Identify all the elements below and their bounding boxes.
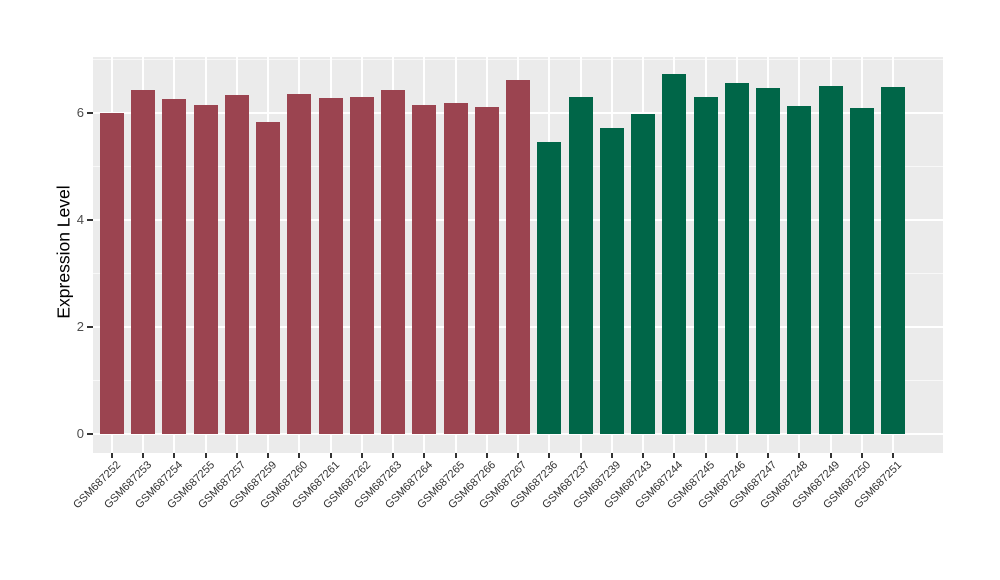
y-tick-mark-4 xyxy=(87,218,93,221)
y-tick-mark-0 xyxy=(87,433,93,435)
bar-GSM687239 xyxy=(599,128,624,434)
x-tick-mark-GSM687239 xyxy=(610,453,613,458)
x-tick-mark-GSM687247 xyxy=(767,453,769,458)
bar-GSM687261 xyxy=(318,98,343,434)
x-tick-mark-GSM687243 xyxy=(642,453,644,458)
bar-GSM687243 xyxy=(631,113,655,434)
x-tick-mark-GSM687261 xyxy=(329,453,332,458)
y-tick-label-6: 6 xyxy=(76,104,84,120)
plot-panel xyxy=(93,57,943,453)
x-tick-mark-GSM687259 xyxy=(267,453,269,458)
bar-GSM687262 xyxy=(349,96,374,434)
bar-GSM687248 xyxy=(787,106,812,434)
bar-GSM687249 xyxy=(818,85,843,434)
x-tick-mark-GSM687250 xyxy=(860,453,863,458)
bar-GSM687254 xyxy=(162,98,187,434)
x-tick-mark-GSM687236 xyxy=(548,453,551,458)
x-tick-mark-GSM687253 xyxy=(142,453,144,458)
bar-GSM687237 xyxy=(568,96,593,434)
bar-GSM687247 xyxy=(756,87,780,434)
x-tick-mark-GSM687248 xyxy=(798,453,801,458)
bar-GSM687257 xyxy=(224,95,249,434)
y-tick-label-0: 0 xyxy=(76,426,84,441)
x-tick-mark-GSM687255 xyxy=(204,453,207,458)
y-axis-title: Expression Level xyxy=(53,185,74,319)
bar-GSM687265 xyxy=(443,102,468,434)
bar-GSM687266 xyxy=(474,106,499,434)
x-tick-mark-GSM687260 xyxy=(298,453,301,458)
x-tick-mark-GSM687264 xyxy=(423,453,426,458)
x-tick-mark-GSM687262 xyxy=(360,453,363,458)
x-tick-mark-GSM687254 xyxy=(173,453,176,458)
x-tick-mark-GSM687257 xyxy=(235,453,238,458)
bar-GSM687236 xyxy=(537,141,562,434)
x-tick-mark-GSM687245 xyxy=(704,453,707,458)
bar-GSM687264 xyxy=(412,105,437,434)
y-tick-mark-2 xyxy=(87,325,93,328)
y-tick-label-2: 2 xyxy=(76,318,84,334)
x-tick-mark-GSM687252 xyxy=(110,453,113,458)
bar-GSM687246 xyxy=(724,83,749,434)
x-tick-mark-GSM687266 xyxy=(485,453,488,458)
x-tick-mark-GSM687263 xyxy=(392,453,394,458)
bar-GSM687255 xyxy=(193,104,218,434)
x-tick-mark-GSM687246 xyxy=(735,453,738,458)
x-tick-mark-GSM687249 xyxy=(829,453,832,458)
bar-GSM687259 xyxy=(256,122,280,434)
x-tick-mark-GSM687265 xyxy=(454,453,457,458)
bar-GSM687252 xyxy=(99,112,124,434)
bar-GSM687251 xyxy=(881,86,905,434)
x-tick-mark-GSM687251 xyxy=(892,453,894,458)
x-tick-mark-GSM687237 xyxy=(579,453,582,458)
bar-GSM687253 xyxy=(131,90,155,434)
bar-GSM687260 xyxy=(287,94,312,434)
x-tick-mark-GSM687244 xyxy=(673,453,676,458)
bar-GSM687267 xyxy=(506,80,530,434)
bar-GSM687245 xyxy=(693,97,718,434)
bar-GSM687244 xyxy=(662,74,687,434)
y-tick-mark-6 xyxy=(87,111,93,114)
x-tick-mark-GSM687267 xyxy=(517,453,519,458)
bar-GSM687250 xyxy=(849,107,874,434)
y-tick-label-4: 4 xyxy=(76,211,84,227)
bar-GSM687263 xyxy=(381,90,405,434)
